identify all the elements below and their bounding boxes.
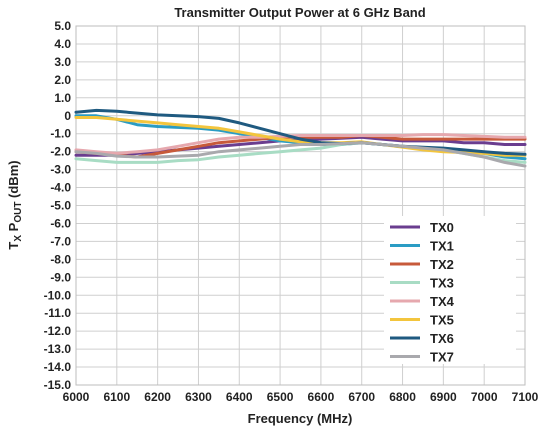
x-axis-ticks: 6000 6100 6200 6300 6400 6500 6600 6700 6800 6900… xyxy=(63,390,539,404)
y-tick-label: -10.0 xyxy=(44,288,72,302)
x-tick-label: 6600 xyxy=(308,390,335,404)
y-axis-label: TX POUT (dBm) xyxy=(6,160,24,249)
y-tick-label: 3.0 xyxy=(54,55,71,69)
series-line-tx2 xyxy=(74,134,527,159)
series-line-tx7 xyxy=(74,141,527,168)
y-label-mid: P xyxy=(6,222,21,235)
y-tick-label: -2.0 xyxy=(50,145,71,159)
legend-label-tx1: TX1 xyxy=(430,239,454,254)
y-tick-label: -5.0 xyxy=(50,199,71,213)
x-tick-label: 7000 xyxy=(471,390,498,404)
y-tick-label: 2.0 xyxy=(54,73,71,87)
y-tick-label: -11.0 xyxy=(44,306,71,320)
y-tick-label: -1.0 xyxy=(50,127,71,141)
y-tick-label: -3.0 xyxy=(50,163,71,177)
x-tick-label: 7100 xyxy=(512,390,539,404)
series-line-tx6 xyxy=(74,108,527,156)
y-tick-label: 0 xyxy=(64,109,71,123)
x-tick-label: 6700 xyxy=(348,390,375,404)
x-tick-label: 6400 xyxy=(226,390,253,404)
y-tick-label: -7.0 xyxy=(50,234,71,248)
y-label-tail: (dBm) xyxy=(6,160,21,201)
legend-label-tx3: TX3 xyxy=(430,276,454,291)
legend-label-tx0: TX0 xyxy=(430,220,454,235)
legend-label-tx5: TX5 xyxy=(430,313,454,328)
x-tick-label: 6300 xyxy=(185,390,212,404)
y-tick-label: -12.0 xyxy=(44,324,72,338)
y-axis-ticks: 5.0 4.0 3.0 2.0 1.0 0 -1.0 -2.0 -3.0 -4.0 -5.0 -6.0… xyxy=(44,19,72,392)
y-tick-label: 1.0 xyxy=(54,91,71,105)
y-label-main: T xyxy=(6,242,21,250)
y-tick-label: -13.0 xyxy=(44,342,72,356)
x-tick-label: 6000 xyxy=(63,390,90,404)
y-tick-label: -14.0 xyxy=(44,360,72,374)
x-tick-label: 6900 xyxy=(430,390,457,404)
legend: TX0 TX1 TX2 TX3 TX4 TX5 TX6 TX7 xyxy=(384,216,516,365)
chart-title: Transmitter Output Power at 6 GHz Band xyxy=(174,5,425,20)
y-tick-label: 4.0 xyxy=(54,37,71,51)
series-line-tx4 xyxy=(74,133,527,155)
x-tick-label: 6100 xyxy=(103,390,130,404)
y-tick-label: -9.0 xyxy=(50,270,71,284)
y-label-sub2: OUT xyxy=(13,202,24,223)
x-tick-label: 6200 xyxy=(144,390,171,404)
y-label-sub1: X xyxy=(13,235,24,242)
x-axis-label: Frequency (MHz) xyxy=(248,411,353,426)
legend-label-tx4: TX4 xyxy=(430,294,455,309)
series-lines xyxy=(74,108,527,168)
plot-area xyxy=(75,25,526,386)
x-tick-label: 6500 xyxy=(267,390,294,404)
legend-label-tx7: TX7 xyxy=(430,350,454,365)
legend-label-tx6: TX6 xyxy=(430,331,454,346)
y-tick-label: -8.0 xyxy=(50,252,71,266)
legend-label-tx2: TX2 xyxy=(430,257,454,272)
y-tick-label: 5.0 xyxy=(54,19,71,33)
y-tick-label: -6.0 xyxy=(50,216,71,230)
y-tick-label: -15.0 xyxy=(44,378,72,392)
y-tick-label: -4.0 xyxy=(50,181,71,195)
x-tick-label: 6800 xyxy=(389,390,416,404)
